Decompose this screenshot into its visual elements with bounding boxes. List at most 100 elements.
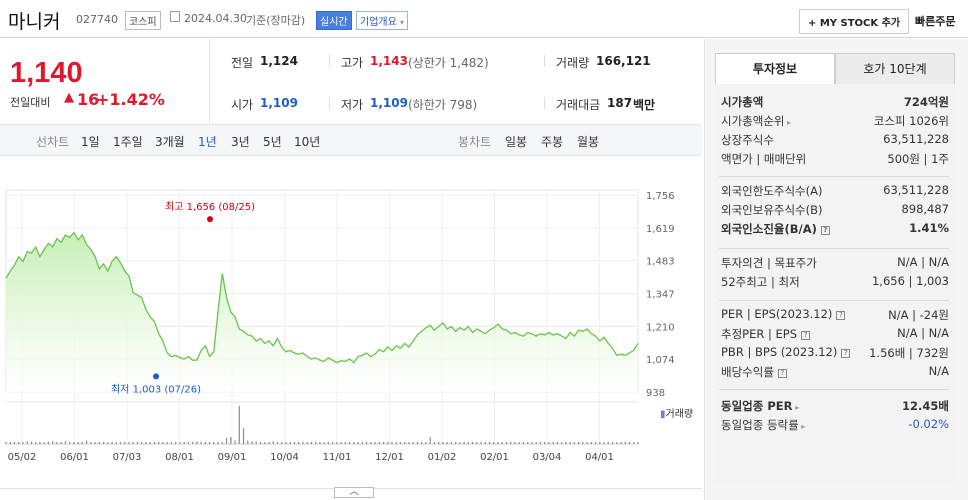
volume-bar <box>90 441 92 444</box>
volume-bar <box>348 441 351 444</box>
tab-investment-info[interactable]: 투자정보 <box>715 53 835 85</box>
info-key: 외국인소진율(B/A)? <box>721 221 830 237</box>
change-amount: 16 <box>77 90 100 109</box>
x-tick-label: 05/02 <box>8 452 37 463</box>
info-row: 동일업종 등락률 ▸ -0.02% <box>721 417 949 436</box>
period-1d[interactable]: 1일 <box>81 135 100 149</box>
x-tick-label: 01/02 <box>428 452 457 463</box>
x-tick-label: 08/01 <box>165 452 194 463</box>
info-row: 동일업종 PER ▸ 12.45배 <box>721 398 949 417</box>
period-3m[interactable]: 3개월 <box>155 135 185 149</box>
volume-bar <box>43 441 45 444</box>
tab-order-book[interactable]: 호가 10단계 <box>835 53 955 85</box>
info-value: N/A <box>928 364 949 378</box>
info-key: 52주최고 | 최저 <box>721 275 800 289</box>
realtime-button[interactable]: 실시간 <box>316 11 352 30</box>
volume-bar <box>378 441 380 444</box>
volume-bar <box>13 441 16 444</box>
volume-bar <box>238 406 240 444</box>
amount-label: 거래대금 <box>556 98 601 112</box>
help-icon[interactable]: ? <box>836 311 846 320</box>
help-icon[interactable]: ? <box>841 349 851 358</box>
candle-daily[interactable]: 일봉 <box>505 135 528 149</box>
volume-bar <box>514 441 516 444</box>
info-key: 시가총액 <box>721 95 764 109</box>
volume-bar <box>442 441 444 444</box>
volume-bar <box>332 441 334 444</box>
period-3y[interactable]: 3년 <box>231 135 250 149</box>
x-tick-label: 07/03 <box>113 452 142 463</box>
volume-bar <box>175 441 177 444</box>
volume-bar <box>242 428 245 444</box>
period-1y[interactable]: 1년 <box>198 135 217 149</box>
volume-bar <box>259 441 262 444</box>
volume-bar <box>281 441 283 444</box>
info-key[interactable]: 시가총액순위 ▸ <box>721 114 792 128</box>
volume-value: 166,121 <box>596 54 651 68</box>
x-tick-label: 02/01 <box>480 452 509 463</box>
info-divider <box>719 389 949 390</box>
info-value: N/A | -24원 <box>888 308 949 322</box>
info-row: 액면가 | 매매단위 500원 | 1주 <box>721 151 949 170</box>
high-label: 고가 <box>341 56 364 70</box>
info-body <box>715 84 955 484</box>
y-tick-label: 938 <box>646 388 665 399</box>
volume-bar <box>39 441 41 444</box>
volume-bar <box>374 441 376 444</box>
info-value: 1.41% <box>909 221 949 235</box>
info-value: N/A | N/A <box>897 326 949 340</box>
price-summary: 전일 1,124 고가 1,143 (상한가 1,482) 거래량 166,12… <box>211 39 702 123</box>
volume-bar <box>637 441 639 444</box>
market-badge: 코스피 <box>125 11 161 30</box>
chevron-up-icon[interactable]: ︿ <box>334 487 374 498</box>
help-icon[interactable]: ? <box>820 226 830 235</box>
volume-bar <box>268 441 270 444</box>
info-value: -0.02% <box>908 417 949 431</box>
info-key[interactable]: 동일업종 PER ▸ <box>721 399 800 413</box>
volume-bars <box>5 401 639 445</box>
volume-bar <box>361 441 363 444</box>
help-icon[interactable]: ? <box>801 331 811 340</box>
upper-limit: (상한가 1,482) <box>408 56 489 70</box>
quick-order-button[interactable]: 빠른주문 <box>915 15 956 28</box>
volume-bar <box>69 441 71 444</box>
volume-bar <box>327 441 329 444</box>
candle-monthly[interactable]: 월봉 <box>577 135 600 149</box>
period-5y[interactable]: 5년 <box>263 135 282 149</box>
info-key[interactable]: 동일업종 등락률 ▸ <box>721 418 806 432</box>
period-1w[interactable]: 1주일 <box>113 135 143 149</box>
volume-bar <box>476 441 478 444</box>
volume-bar <box>293 441 296 444</box>
volume-bar <box>9 441 11 444</box>
volume-bar <box>26 441 28 444</box>
volume-bar <box>264 441 266 444</box>
volume-bar <box>192 441 194 444</box>
base-date: 2024.04.30 <box>184 12 247 25</box>
info-value: 1.56배 | 732원 <box>869 346 949 360</box>
company-info-button[interactable]: 기업개요 ▾ <box>356 11 409 30</box>
price-box: 1,140 전일대비 ▲ 16 +1.42% <box>0 39 210 123</box>
period-10y[interactable]: 10년 <box>294 135 321 149</box>
help-icon[interactable]: ? <box>777 369 787 378</box>
volume-bar <box>433 441 436 444</box>
stock-code: 027740 <box>76 13 118 26</box>
info-key: 배당수익률? <box>721 364 787 380</box>
volume-bar <box>179 441 181 444</box>
divider <box>544 97 545 109</box>
info-value: 63,511,228 <box>883 183 949 197</box>
low-price: 1,109 <box>370 96 408 110</box>
amount-unit: 백만 <box>633 98 656 112</box>
x-tick-label: 10/04 <box>270 452 299 463</box>
volume-bar <box>251 441 253 444</box>
volume-bar <box>77 441 79 444</box>
volume-bar <box>616 441 618 444</box>
volume-bar <box>102 441 105 444</box>
info-row: 시가총액순위 ▸ 코스피 1026위 <box>721 113 949 132</box>
candle-weekly[interactable]: 주봉 <box>541 135 564 149</box>
change-percent: +1.42% <box>96 90 165 109</box>
calendar-icon <box>170 11 180 22</box>
volume-bar <box>255 441 257 444</box>
volume-bar <box>73 441 75 444</box>
add-mystock-button[interactable]: + MY STOCK 추가 <box>799 9 910 34</box>
volume-bar <box>582 441 584 444</box>
